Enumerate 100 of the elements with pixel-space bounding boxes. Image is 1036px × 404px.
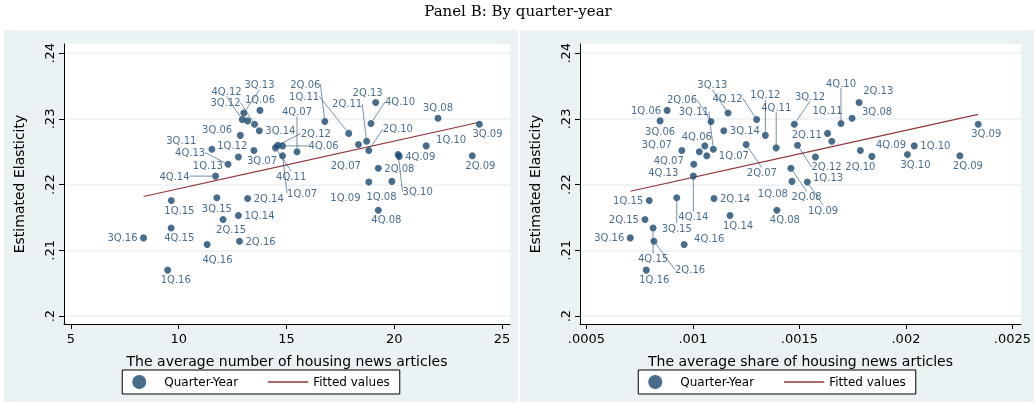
data-label: 3Q.15 [661, 222, 692, 234]
data-label: 4Q.08 [769, 214, 800, 226]
data-label: 1Q.11 [812, 105, 843, 117]
data-label: 3Q.11 [166, 135, 197, 147]
y-tick-label: .23 [42, 108, 57, 130]
data-label: 3Q.14 [265, 125, 296, 137]
data-label: 1Q.08 [366, 191, 397, 203]
data-label: 2Q.09 [465, 159, 496, 171]
data-label: 2Q.07 [746, 167, 777, 179]
data-label: 3Q.06 [645, 125, 676, 137]
data-label: 2Q.09 [952, 159, 983, 171]
x-tick-label: .001 [678, 331, 708, 346]
y-tick-label: .21 [42, 240, 57, 261]
data-label: 4Q.13 [175, 147, 206, 159]
chart-title: Panel B: By quarter-year [423, 2, 613, 20]
data-label: 4Q.12 [712, 92, 743, 104]
data-label: 3Q.07 [641, 138, 672, 150]
data-label: 4Q.06 [681, 130, 712, 142]
y-tick-label: .22 [558, 174, 573, 195]
data-label: 4Q.12 [211, 85, 242, 97]
data-label: 3Q.13 [697, 79, 728, 91]
data-label: 2Q.14 [720, 192, 751, 204]
x-tick-label: 5 [66, 331, 76, 346]
data-label: 4Q.13 [648, 167, 679, 179]
x-axis-title: The average number of housing news articles [125, 353, 448, 369]
data-label: 1Q.12 [217, 139, 248, 151]
data-label: 1Q.16 [639, 274, 670, 286]
data-label: 4Q.15 [638, 253, 669, 265]
y-tick-label: .2 [42, 309, 57, 323]
data-label: 2Q.06 [666, 94, 698, 106]
data-label: 3Q.10 [402, 186, 433, 198]
data-label: 1Q.07 [718, 150, 749, 162]
y-tick-label: .24 [42, 42, 57, 64]
data-label: 4Q.10 [384, 96, 416, 108]
x-tick-label: 15 [278, 331, 295, 346]
data-label: 1Q.09 [807, 204, 839, 216]
data-label: 3Q.08 [422, 102, 454, 114]
data-label: 3Q.13 [244, 79, 275, 91]
y-tick-label: .24 [558, 42, 573, 64]
data-label: 1Q.16 [160, 274, 191, 286]
data-label: 2Q.13 [863, 85, 894, 97]
data-label: 2Q.16 [674, 264, 706, 276]
data-label: 2Q.14 [253, 192, 284, 204]
data-label: 3Q.12 [794, 90, 826, 102]
data-label: 3Q.08 [861, 106, 893, 118]
data-label: 4Q.16 [694, 232, 725, 244]
x-tick-label: .0025 [993, 331, 1032, 346]
data-label: 2Q.06 [290, 78, 321, 90]
data-label: 3Q.09 [971, 128, 1002, 140]
data-label: 1Q.13 [192, 160, 223, 172]
data-label: 1Q.06 [630, 104, 662, 116]
x-tick-label: 25 [493, 331, 511, 346]
data-label: 3Q.16 [107, 232, 138, 244]
data-label: 2Q.07 [330, 159, 361, 171]
y-tick-label: .23 [558, 108, 573, 130]
data-label: 3Q.10 [900, 158, 931, 170]
data-label: 4Q.08 [371, 214, 402, 226]
data-label: 4Q.11 [276, 170, 307, 182]
y-axis-title: Estimated Elasticity [11, 114, 27, 254]
data-label: 4Q.16 [202, 254, 233, 266]
data-label: 1Q.14 [722, 219, 754, 231]
data-label: 1Q.09 [330, 192, 361, 204]
x-tick-label: .0005 [567, 331, 605, 346]
data-label: 1Q.10 [436, 134, 467, 146]
x-tick-label: .0015 [780, 331, 819, 346]
data-label: 4Q.15 [164, 232, 195, 244]
data-label: 1Q.15 [164, 204, 195, 216]
data-label: 4Q.09 [875, 139, 907, 151]
data-label: 1Q.08 [757, 187, 788, 199]
data-label: 3Q.09 [472, 128, 503, 140]
data-label: 2Q.08 [384, 162, 415, 174]
data-label: 2Q.11 [791, 129, 822, 141]
x-tick-label: 20 [385, 331, 403, 346]
data-label: 3Q.16 [594, 232, 625, 244]
data-label: 2Q.15 [216, 223, 247, 235]
data-label: 1Q.15 [613, 194, 644, 206]
y-tick-label: .2 [558, 309, 573, 323]
legend-label: Fitted values [313, 375, 390, 389]
data-label: 4Q.14 [678, 211, 709, 223]
data-label: 3Q.14 [729, 125, 760, 137]
legend-label: Fitted values [829, 375, 906, 389]
data-label: 2Q.15 [608, 213, 639, 225]
x-axis-title: The average share of housing news articles [646, 353, 954, 369]
data-label: 3Q.07 [246, 154, 278, 166]
data-label: 3Q.12 [210, 97, 241, 109]
data-label: 1Q.10 [920, 140, 951, 152]
data-label: 3Q.15 [201, 202, 232, 214]
x-tick-label: 10 [170, 331, 187, 346]
data-label: 2Q.13 [352, 87, 383, 99]
legend-label: Quarter-Year [164, 375, 239, 389]
data-label: 2Q.12 [811, 161, 842, 173]
data-label: 2Q.10 [382, 123, 413, 135]
y-axis-title: Estimated Elasticity [527, 114, 543, 254]
y-tick-label: .22 [42, 174, 57, 195]
data-label: 1Q.13 [812, 172, 844, 184]
data-label: 1Q.06 [244, 94, 276, 106]
data-label: 1Q.14 [244, 210, 275, 222]
legend-label: Quarter-Year [680, 375, 755, 389]
data-label: 2Q.16 [245, 235, 276, 247]
data-label: 2Q.10 [845, 161, 876, 173]
